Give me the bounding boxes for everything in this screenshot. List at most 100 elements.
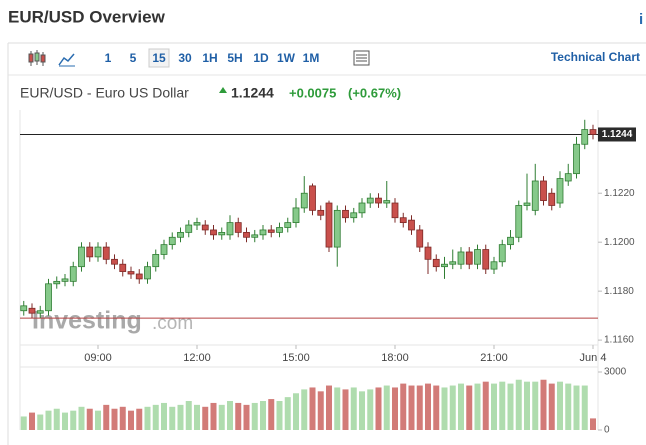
interval-selected[interactable] [148, 48, 170, 68]
volume-bar [482, 381, 489, 430]
volume-bar [400, 383, 407, 430]
candle-body [144, 266, 151, 280]
candle-body [251, 234, 259, 238]
interval-button[interactable]: 5H [227, 51, 242, 65]
volume-bar [573, 385, 580, 430]
volume-bar [491, 383, 497, 430]
candle-body [201, 224, 209, 231]
volume-bar [136, 408, 143, 430]
volume-bar [169, 406, 176, 430]
candle-body [498, 244, 506, 263]
up-arrow [219, 87, 227, 93]
candle-body [276, 227, 283, 233]
volume-bar [383, 385, 390, 430]
interval-button[interactable]: 1D [253, 51, 269, 65]
volume-bar [474, 383, 481, 430]
volume-bar [565, 383, 572, 430]
volume-bar [548, 383, 555, 430]
volume-bar [581, 385, 588, 430]
interval-button[interactable]: 15 [152, 51, 166, 65]
interval-button[interactable]: 1 [105, 51, 112, 65]
candle-body [243, 231, 250, 238]
volume-bar [78, 406, 85, 430]
volume-bar [185, 401, 192, 430]
volume-bar [293, 393, 299, 430]
y-tick-label: 1.1160 [604, 335, 634, 346]
volume-bar [408, 385, 415, 430]
volume-bar [334, 387, 341, 430]
last-price-badge [598, 127, 636, 142]
volume-bar [37, 414, 44, 430]
volume-bar [227, 401, 233, 430]
volume-bar [359, 391, 365, 430]
x-tick-label: 18:00 [381, 352, 409, 364]
volume-tick-label: 3000 [604, 367, 627, 378]
candle-body [573, 143, 580, 175]
candle-icon[interactable] [28, 50, 46, 66]
candle-body [317, 209, 325, 216]
candle-body [564, 173, 572, 182]
candle-body [160, 244, 168, 255]
candle-body [111, 258, 118, 265]
volume-bar [449, 385, 456, 430]
candle-body [119, 263, 127, 272]
volume-bar [86, 408, 93, 430]
volume-bar [103, 404, 110, 430]
candle-body [515, 205, 523, 238]
candle-body [36, 310, 44, 314]
candle-body [325, 202, 333, 248]
candle-body [507, 236, 514, 246]
candle-body [309, 185, 316, 211]
candle-body [589, 129, 597, 135]
volume-bar [144, 406, 151, 430]
volume-bar [425, 383, 431, 430]
candle-body [61, 278, 69, 282]
candle-body [490, 261, 498, 270]
candle-body [226, 222, 234, 236]
candle-body [210, 229, 217, 236]
technical-chart-link[interactable]: Technical Chart [551, 50, 640, 64]
candle-body [581, 129, 589, 145]
last-price-badge-label: 1.1244 [602, 129, 633, 140]
candle-body [300, 192, 308, 209]
volume-bar [177, 404, 184, 430]
interval-button[interactable]: 1H [202, 51, 217, 65]
panel-icon[interactable] [353, 50, 370, 66]
volume-bar [20, 416, 27, 430]
volume-bar [152, 404, 159, 430]
volume-bar [70, 410, 77, 430]
info-icon[interactable]: i [639, 11, 643, 28]
candle-body [465, 251, 473, 265]
interval-button[interactable]: 5 [130, 51, 137, 65]
candle-body [102, 246, 110, 260]
x-tick-label: 12:00 [183, 352, 211, 364]
volume-bar [53, 408, 60, 430]
volume-bar [276, 401, 283, 430]
watermark: Investing [32, 307, 142, 335]
volume-bar [524, 381, 530, 430]
candle-body [358, 202, 366, 214]
volume-bar [161, 402, 167, 430]
volume-bar [367, 389, 374, 430]
candle-body [152, 254, 160, 268]
candle-body [399, 217, 407, 224]
interval-button[interactable]: 1W [277, 51, 296, 65]
candle-body [350, 212, 358, 219]
volume-bar [540, 379, 547, 430]
candle-body [168, 236, 176, 246]
volume-bar [268, 399, 275, 430]
candle-body [259, 229, 267, 236]
volume-bar [499, 381, 506, 430]
candle-body [540, 180, 547, 201]
volume-bar [128, 410, 134, 430]
interval-button[interactable]: 1M [303, 51, 320, 65]
volume-bar [532, 381, 539, 430]
volume-bar [111, 408, 118, 430]
candle-body [342, 209, 349, 219]
line-icon[interactable] [58, 53, 75, 66]
candle-body [69, 266, 77, 282]
interval-button[interactable]: 30 [178, 51, 192, 65]
candle-body [333, 209, 341, 248]
